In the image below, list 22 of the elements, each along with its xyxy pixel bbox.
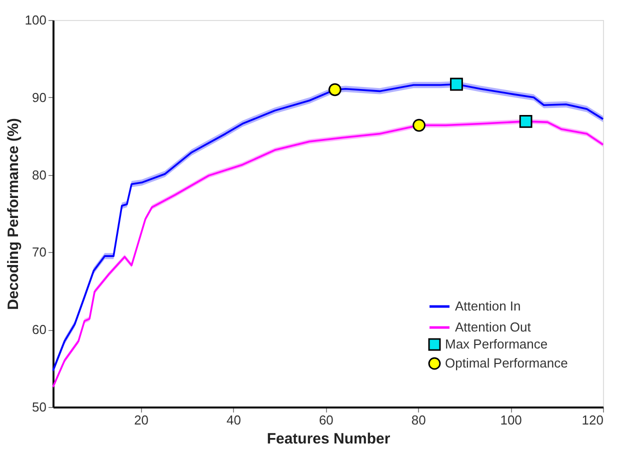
x-tick-label: 120 [582,412,604,428]
x-tick-label: 80 [411,412,426,428]
point [412,118,426,132]
point [450,78,463,91]
y-tick-label: 80 [32,167,46,182]
x-axis-title: Features Number [266,430,390,448]
y-axis-title: Decoding Performance (%) [4,118,22,310]
legend-label: Max Performance [445,336,548,352]
point [328,83,342,96]
y-tick-label: 100 [24,12,46,28]
x-tick-label: 60 [318,412,334,428]
y-tick-label: 90 [32,90,46,105]
legend-label: Optimal Performance [445,356,568,370]
legend-label: Attention Out [455,320,532,334]
x-tick-label: 100 [500,412,522,428]
legend-label: Attention In [455,298,521,314]
x-tick-label: 40 [226,412,241,428]
x-tick-label: 20 [134,412,149,428]
y-tick-label: 50 [32,400,46,414]
y-tick-label: 70 [32,244,46,260]
y-tick-label: 60 [32,322,46,338]
point [519,114,532,128]
